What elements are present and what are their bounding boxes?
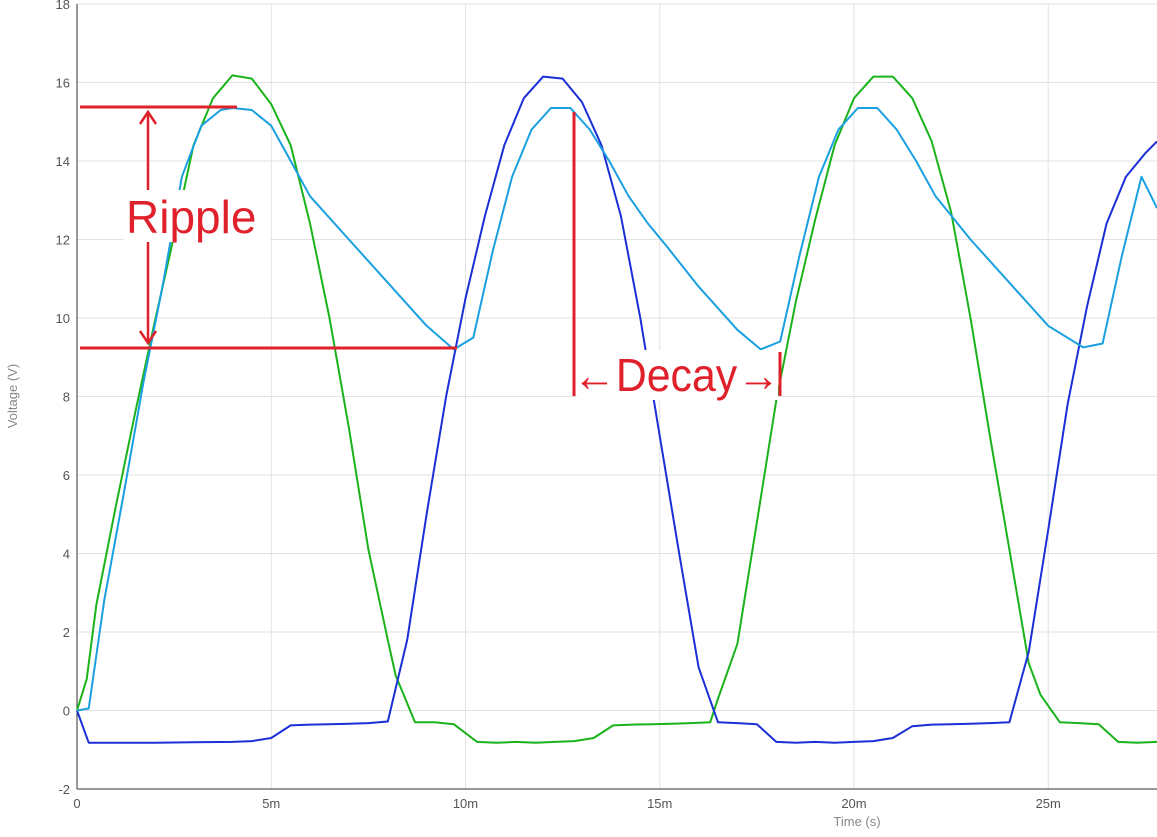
y-tick-label: 18 — [56, 0, 70, 12]
x-tick-label: 20m — [841, 796, 866, 811]
y-tick-label: 2 — [63, 625, 70, 640]
x-tick-label: 10m — [453, 796, 478, 811]
ripple-arrow-head-down — [138, 330, 158, 346]
ripple-arrow-head-up — [138, 109, 158, 125]
y-tick-label: 14 — [56, 154, 70, 169]
ripple-label: Ripple — [126, 191, 256, 243]
x-tick-label: 15m — [647, 796, 672, 811]
series-line-0 — [76, 74, 1157, 744]
y-tick-label: 0 — [63, 704, 70, 719]
x-tick-label: 5m — [262, 796, 280, 811]
x-tick-label: 25m — [1036, 796, 1061, 811]
y-tick-label: 6 — [63, 468, 70, 483]
decay-label: ←Decay→ — [573, 349, 780, 401]
y-tick-label: 8 — [63, 390, 70, 405]
series-lines — [76, 74, 1157, 744]
y-tick-label: 12 — [56, 233, 70, 248]
y-tick-label: 4 — [63, 547, 70, 562]
y-tick-label: 10 — [56, 311, 70, 326]
decay-label-bg — [577, 350, 778, 400]
y-tick-label: -2 — [58, 782, 70, 797]
series-line-2 — [76, 107, 1157, 712]
y-axis-title: Voltage (V) — [5, 364, 20, 428]
y-tick-label: 16 — [56, 76, 70, 91]
x-tick-label: 0 — [73, 796, 80, 811]
x-axis-title: Time (s) — [833, 814, 880, 829]
ripple-label-bg — [124, 190, 270, 242]
annotations: Ripple ←Decay→ — [80, 105, 782, 401]
